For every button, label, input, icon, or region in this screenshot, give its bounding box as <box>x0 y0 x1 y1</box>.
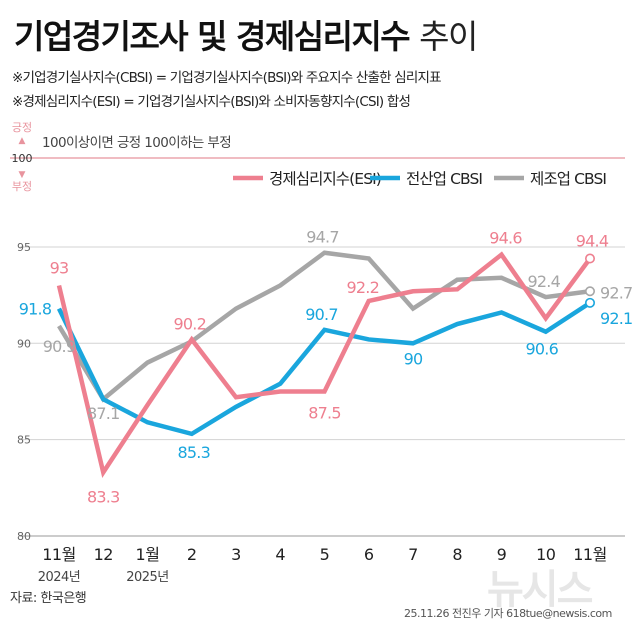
legend-label-0: 경제심리지수(ESI) <box>269 170 381 188</box>
y-tick-label: 85 <box>17 434 31 447</box>
x-tick-label: 5 <box>320 545 330 564</box>
data-label: 92.7 <box>600 283 632 302</box>
data-label: 90.7 <box>305 305 337 324</box>
data-label: 87.5 <box>308 403 340 422</box>
source-label: 자료: 한국은행 <box>10 591 87 606</box>
series-end-marker-1 <box>584 297 595 308</box>
x-tick-label: 11월 <box>42 545 76 564</box>
data-label: 83.3 <box>87 487 119 506</box>
data-label: 90 <box>404 349 423 368</box>
data-label: 90.2 <box>174 314 206 333</box>
title-main: 기업경기조사 및 경제심리지수 <box>14 17 411 56</box>
series-line-1 <box>56 300 592 437</box>
title-suffix: 추이 <box>419 17 478 56</box>
note-esi: ※경제심리지수(ESI) = 기업경기실사지수(BSI)와 소비자동향지수(CS… <box>12 94 411 110</box>
x-year-label: 2025년 <box>126 570 169 585</box>
y-tick-label: 95 <box>17 241 31 254</box>
x-tick-label: 8 <box>452 545 462 564</box>
data-label: 92.2 <box>347 278 379 297</box>
chart-title: 기업경기조사 및 경제심리지수 추이 <box>14 10 478 58</box>
legend-label-1: 전산업 CBSI <box>406 170 482 188</box>
series-line-0 <box>56 251 592 479</box>
x-year-label: 2024년 <box>38 570 81 585</box>
x-tick-label: 7 <box>408 545 418 564</box>
data-label: 93 <box>50 258 69 277</box>
credit-label: 25.11.26 전진우 기자 618tue@newsis.com <box>404 607 612 620</box>
reference-description: 100이상이면 긍정 100이하는 부정 <box>42 135 231 151</box>
data-label: 91.8 <box>19 300 52 319</box>
series-end-marker-0 <box>584 253 595 264</box>
series-line-2 <box>57 250 591 403</box>
data-label: 90.6 <box>526 340 559 359</box>
note-cbsi: ※기업경기실사지수(CBSI) = 기업경기실사지수(BSI)와 주요지수 산출… <box>12 70 441 86</box>
x-tick-label: 11월 <box>573 545 607 564</box>
x-tick-label: 10 <box>536 545 556 564</box>
y-tick-label: 90 <box>17 337 31 350</box>
data-label: 94.6 <box>489 229 522 248</box>
legend-label-2: 제조업 CBSI <box>530 170 606 188</box>
x-tick-label: 12 <box>94 545 113 564</box>
data-label: 94.7 <box>306 228 338 247</box>
series-end-marker-2 <box>584 286 595 297</box>
data-label: 90.9 <box>43 337 76 356</box>
x-tick-label: 9 <box>497 545 507 564</box>
data-label: 87.1 <box>87 404 119 423</box>
data-label: 92.1 <box>600 309 632 328</box>
reference-negative-label: 부정 <box>12 180 32 193</box>
y-tick-label: 80 <box>17 530 31 543</box>
x-tick-label: 4 <box>275 545 285 564</box>
reference-value-label: 100 <box>12 152 33 165</box>
reference-down-arrow: ▼ <box>19 170 26 180</box>
data-label: 85.3 <box>178 443 210 462</box>
watermark-logo: 뉴시스 <box>487 567 593 613</box>
reference-positive-label: 긍정 <box>12 121 32 134</box>
data-label: 92.4 <box>528 272 561 291</box>
data-label: 94.4 <box>576 232 609 251</box>
x-tick-label: 3 <box>231 545 241 564</box>
x-tick-label: 1월 <box>136 545 160 564</box>
x-tick-label: 2 <box>187 545 197 564</box>
reference-up-arrow: ▲ <box>19 136 26 146</box>
x-tick-label: 6 <box>364 545 374 564</box>
